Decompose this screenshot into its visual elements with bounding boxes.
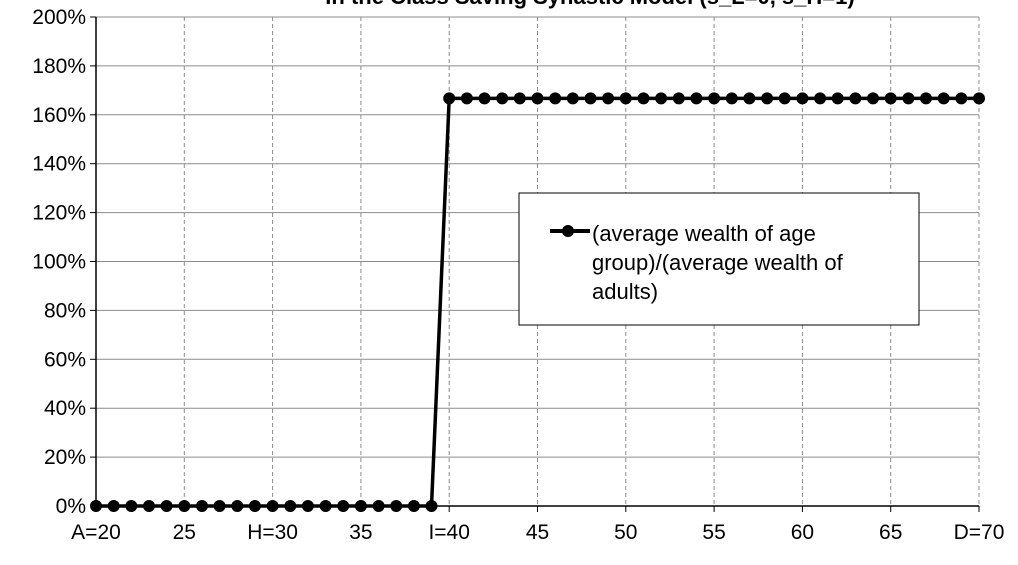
data-point (690, 92, 703, 105)
data-point (143, 500, 155, 512)
legend-box (518, 192, 920, 326)
data-point (213, 500, 226, 512)
y-tick-label: 160% (32, 104, 86, 127)
data-point (301, 500, 314, 512)
data-point (319, 500, 332, 512)
data-point (672, 92, 685, 105)
series-group (90, 92, 985, 512)
data-point (196, 500, 208, 512)
x-tick-label: 45 (526, 521, 549, 544)
data-point (831, 92, 844, 105)
data-point (884, 92, 897, 105)
data-point (602, 92, 615, 105)
y-tick-label: 100% (32, 251, 86, 274)
x-tick-label: D=70 (954, 521, 1005, 544)
x-tick-label: 55 (702, 521, 725, 544)
x-tick-label: 65 (879, 521, 902, 544)
y-tick-label: 180% (32, 55, 86, 78)
data-point (549, 92, 562, 105)
data-point (584, 92, 597, 105)
x-tick-label: 35 (349, 521, 372, 544)
data-point (637, 92, 650, 105)
y-tick-label: 200% (32, 6, 86, 29)
y-tick-label: 120% (32, 202, 86, 225)
data-point (531, 92, 544, 105)
data-point (107, 500, 120, 512)
data-point (761, 92, 774, 105)
data-point (867, 92, 879, 105)
data-point (248, 500, 261, 512)
data-point (478, 92, 491, 105)
data-point (266, 500, 279, 512)
data-point (937, 92, 950, 105)
data-point (460, 92, 473, 105)
data-point (566, 92, 579, 105)
data-point (443, 92, 456, 105)
data-point (725, 92, 738, 105)
data-point (814, 92, 827, 105)
y-tick-label: 20% (44, 446, 86, 469)
data-point (955, 92, 968, 105)
x-axis-ticks: A=20 25 H=30 35 I=40 45 50 55 60 65 D=70 (71, 506, 1004, 544)
data-point (372, 500, 385, 512)
data-point (337, 500, 350, 512)
data-point (231, 500, 244, 512)
data-point (920, 92, 932, 105)
data-point (655, 92, 668, 105)
chart-title: In the Class Saving Synastic Model (s_L=… (325, 0, 854, 9)
x-tick-label: H=30 (247, 521, 298, 544)
legend-label-line-2: group)/(average wealth of (592, 250, 844, 275)
y-axis-ticks: 0% 20% 40% 60% 80% 100% 120% 140% 160% 180% 200% (32, 6, 96, 518)
data-point (496, 92, 509, 105)
data-point (354, 500, 367, 512)
y-tick-label: 60% (44, 348, 86, 371)
data-point (160, 500, 173, 512)
data-point (619, 92, 632, 105)
legend-label-line-3: adults) (592, 279, 658, 304)
data-point (125, 500, 138, 512)
data-point (407, 500, 420, 512)
x-tick-label: 25 (173, 521, 196, 544)
y-tick-label: 80% (44, 299, 86, 322)
data-point (973, 92, 985, 105)
data-point (178, 500, 191, 512)
legend: (average wealth of age group)/(average w… (518, 192, 920, 326)
data-point (513, 92, 526, 105)
x-tick-label: 60 (791, 521, 814, 544)
data-point (778, 92, 791, 105)
data-point (902, 92, 915, 105)
legend-swatch-marker (562, 225, 574, 237)
x-tick-label: A=20 (71, 521, 121, 544)
y-tick-label: 140% (32, 153, 86, 176)
data-point (849, 92, 862, 105)
x-tick-label: 50 (614, 521, 637, 544)
data-point (90, 500, 102, 512)
data-point (390, 500, 403, 512)
legend-label: (average wealth of age group)/(average w… (592, 221, 849, 304)
data-point (796, 92, 809, 105)
data-point (743, 92, 756, 105)
x-tick-label: I=40 (428, 521, 469, 544)
data-point (425, 500, 438, 512)
y-tick-label: 40% (44, 397, 86, 420)
data-point (284, 500, 297, 512)
data-series (90, 92, 985, 512)
legend-label-line-1: (average wealth of age (592, 221, 816, 246)
data-point (708, 92, 721, 105)
y-tick-label: 0% (56, 495, 86, 518)
